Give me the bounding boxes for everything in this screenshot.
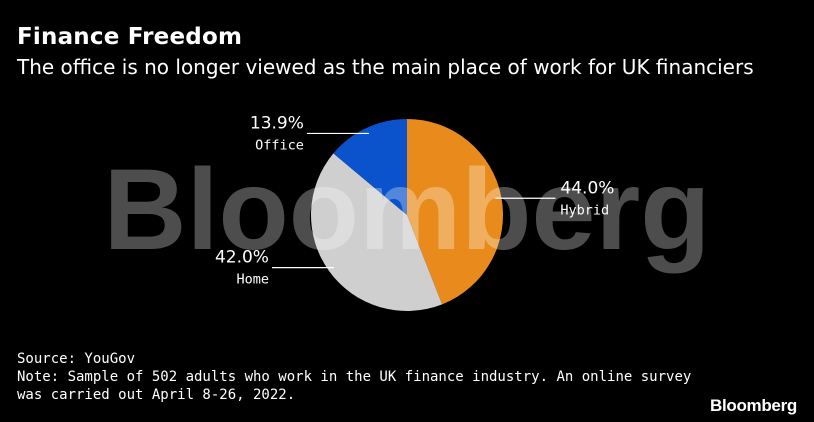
pie-slice-home — [311, 153, 443, 311]
slice-value-home: 42.0% — [215, 248, 269, 268]
survey-note-line-2: was carried out April 8-26, 2022. — [17, 387, 296, 403]
survey-note-line-1: Note: Sample of 502 adults who work in t… — [17, 369, 692, 385]
chart-subtitle: The office is no longer viewed as the ma… — [17, 55, 754, 79]
pie-slice-office — [333, 119, 407, 215]
watermark-text: Bloomberg — [104, 146, 711, 274]
chart-footer: Source: YouGov Note: Sample of 502 adult… — [17, 350, 691, 404]
slice-label-home: Home — [236, 272, 269, 288]
slice-value-office: 13.9% — [250, 113, 304, 133]
source-note: Source: YouGov — [17, 351, 136, 367]
slice-value-hybrid: 44.0% — [560, 178, 614, 198]
bloomberg-logo: Bloomberg — [709, 396, 797, 415]
slice-label-hybrid: Hybrid — [560, 202, 609, 218]
pie-slice-hybrid — [407, 119, 503, 305]
chart-title: Finance Freedom — [17, 24, 243, 50]
slice-label-office: Office — [255, 137, 304, 153]
